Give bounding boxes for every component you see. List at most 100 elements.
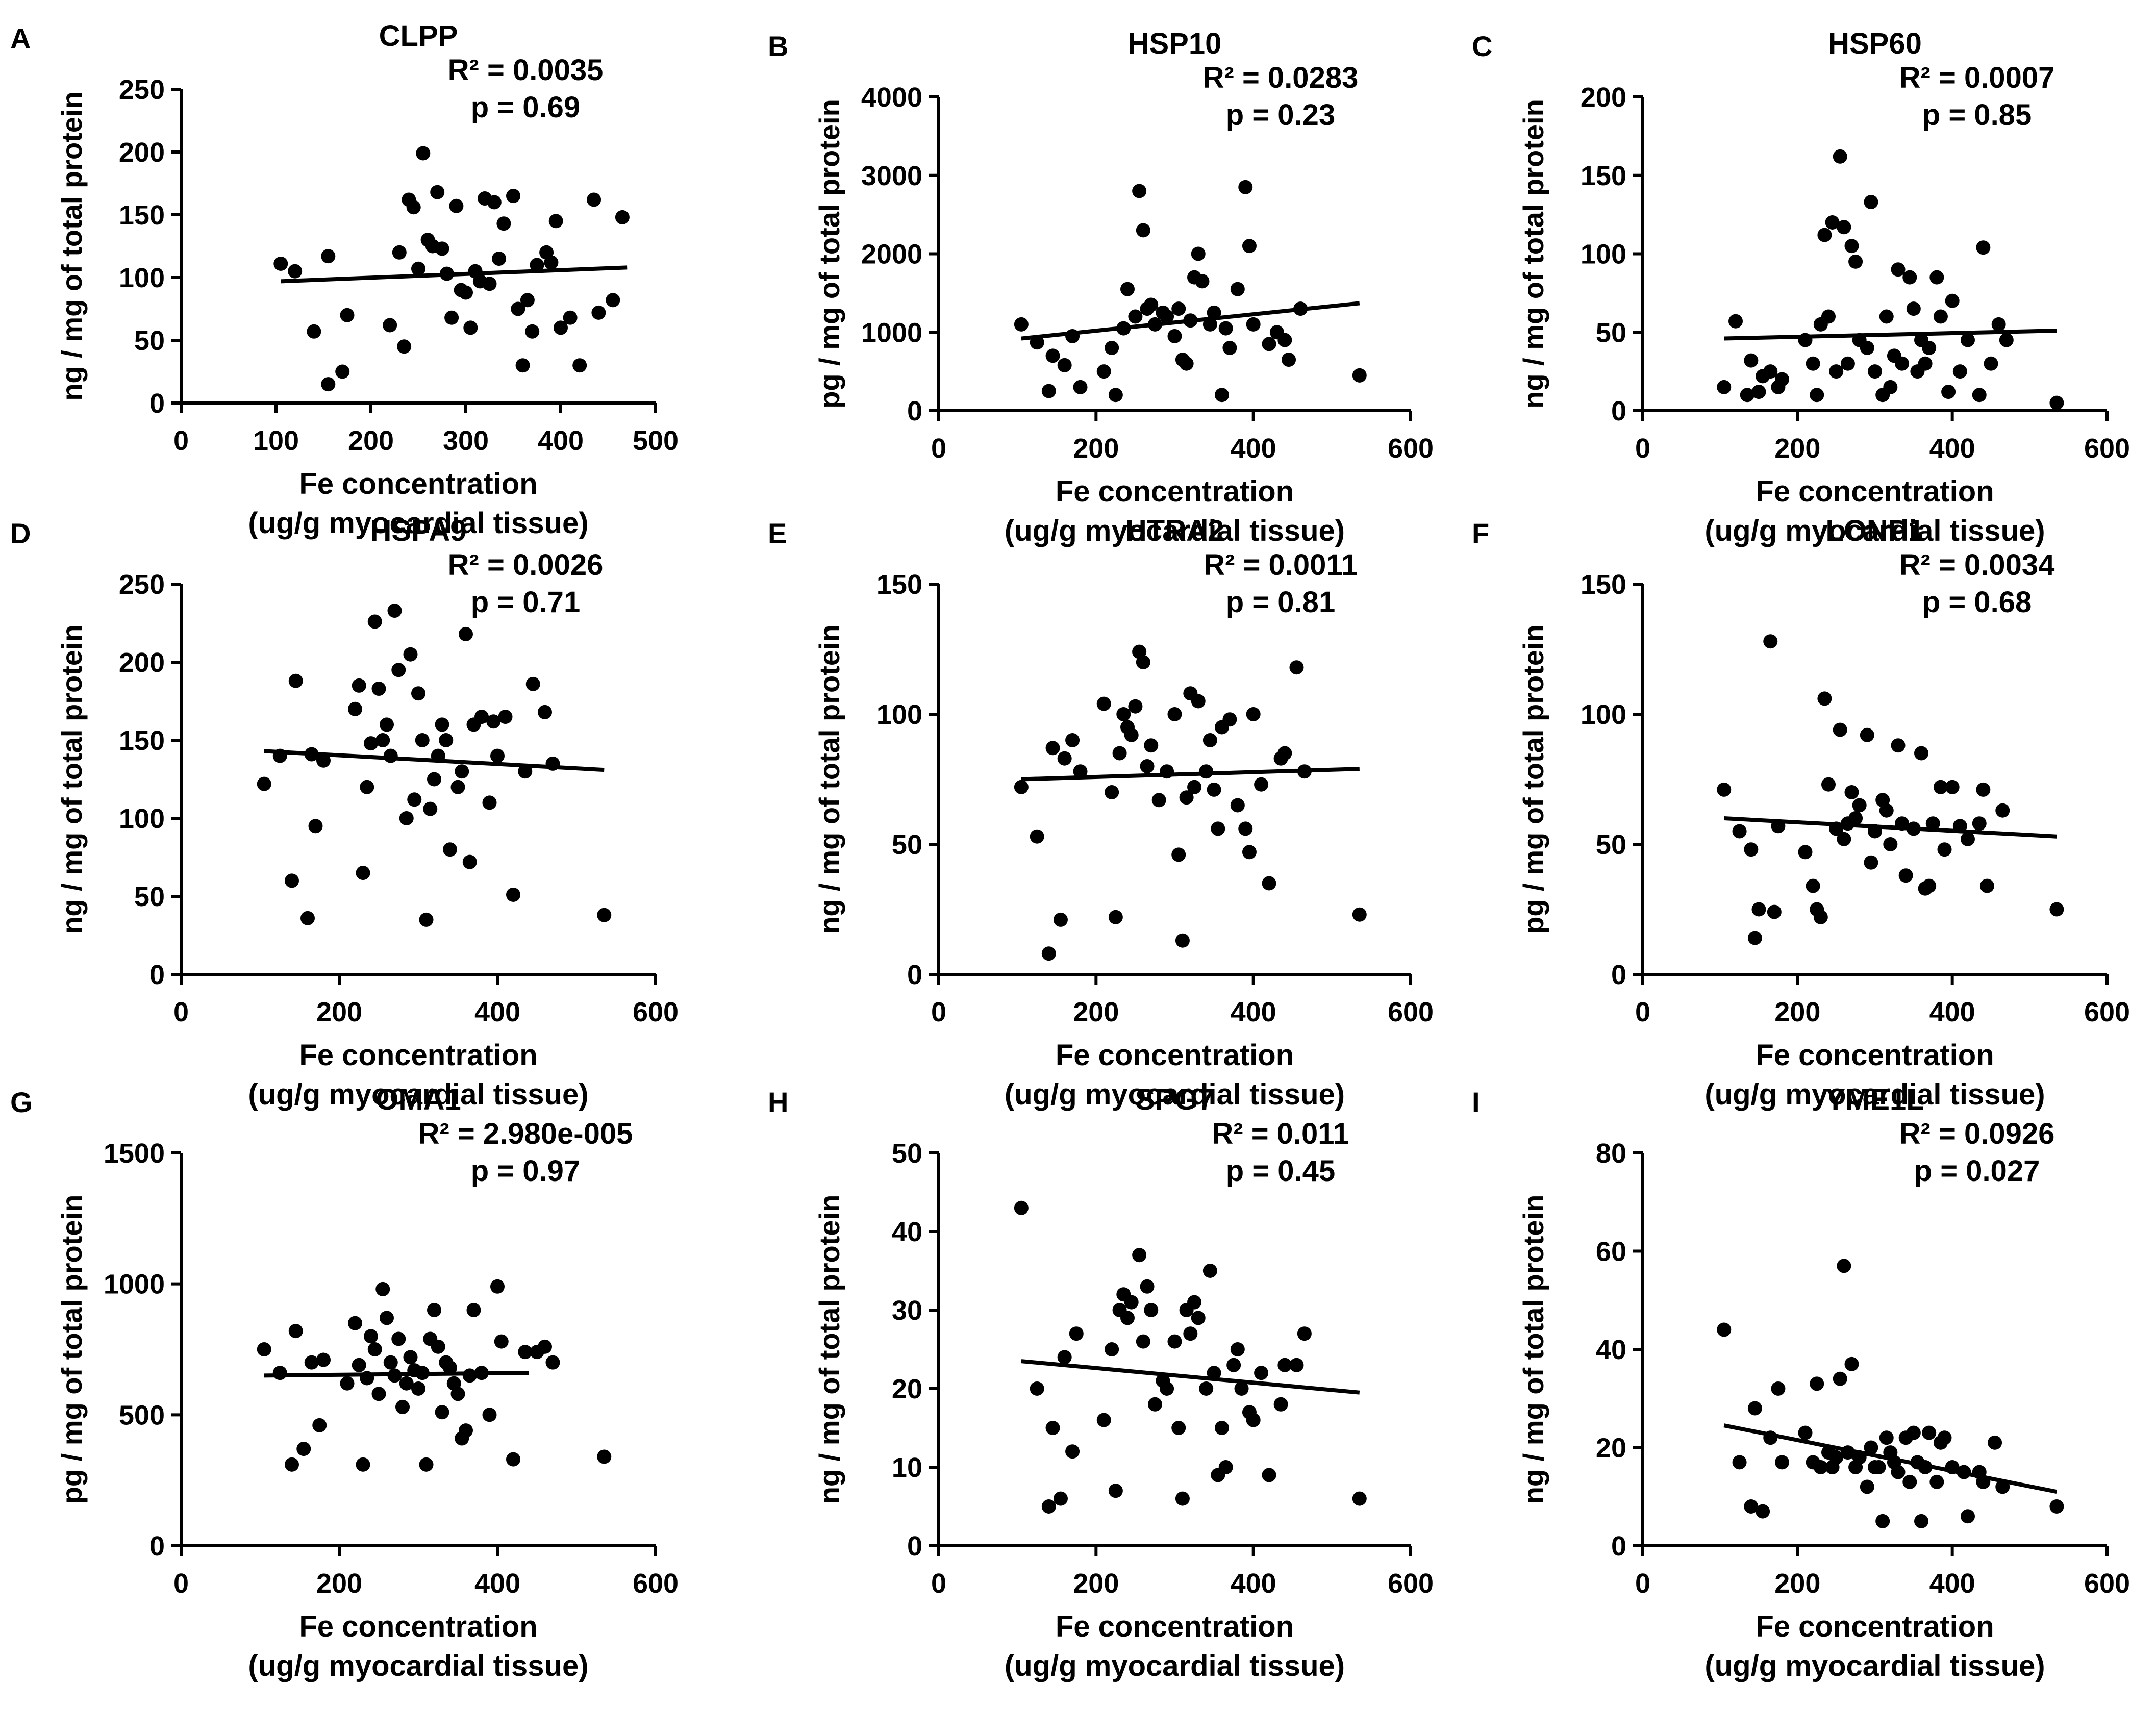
x-axis-label: Fe concentration: [1756, 1610, 1994, 1643]
data-point: [1848, 254, 1863, 269]
x-axis-label-units: (ug/g myocardial tissue): [1005, 1078, 1345, 1111]
data-point: [1277, 333, 1292, 347]
data-point: [387, 604, 402, 618]
data-point: [1914, 746, 1928, 761]
data-point: [450, 780, 465, 794]
y-tick-label: 1000: [104, 1269, 165, 1300]
data-point: [348, 701, 362, 716]
data-point: [1925, 816, 1940, 831]
data-point: [1883, 380, 1898, 394]
data-point: [1151, 793, 1166, 808]
data-point: [1277, 1358, 1292, 1372]
data-point: [419, 912, 434, 927]
p-value-label: p = 0.23: [1226, 98, 1335, 132]
y-axis-label: ng / mg of total protein: [1517, 1195, 1549, 1504]
x-tick-label: 600: [1388, 433, 1434, 464]
data-point: [462, 854, 477, 869]
data-point: [1837, 1259, 1851, 1273]
p-value-label: p = 0.85: [1922, 98, 2032, 132]
data-point: [415, 733, 430, 747]
data-point: [435, 1405, 449, 1420]
data-point: [1747, 931, 1762, 945]
data-point: [1144, 738, 1159, 753]
data-point: [1798, 1425, 1813, 1440]
regression-line: [1723, 1423, 2058, 1494]
data-point: [257, 1342, 271, 1356]
x-tick-label: 200: [1073, 1568, 1119, 1599]
data-point: [1262, 876, 1276, 891]
data-point: [1825, 215, 1840, 230]
data-point: [545, 1355, 560, 1370]
data-point: [380, 1311, 394, 1325]
data-point: [1246, 1413, 1261, 1427]
data-point: [1833, 1371, 1847, 1386]
data-point: [459, 626, 473, 641]
data-point: [1073, 764, 1088, 779]
x-tick-label: 200: [348, 425, 394, 456]
data-point: [348, 1316, 362, 1330]
y-tick-label: 50: [1596, 317, 1626, 348]
y-tick-label: 1500: [104, 1138, 165, 1169]
regression-line: [1724, 329, 2057, 341]
y-tick-label: 0: [1611, 396, 1626, 426]
data-point: [1199, 1381, 1214, 1396]
data-point: [1120, 1311, 1135, 1325]
r-squared-label: R² = 0.0283: [1203, 61, 1359, 94]
data-point: [1175, 933, 1190, 948]
data-point: [1207, 1366, 1221, 1380]
data-point: [1848, 811, 1863, 825]
data-point: [1995, 803, 2010, 818]
data-point: [416, 146, 431, 161]
data-point: [1226, 1358, 1241, 1372]
data-point: [572, 358, 587, 373]
data-point: [1215, 388, 1229, 403]
data-point: [1817, 691, 1832, 706]
chart-title: SPG7: [1135, 1083, 1214, 1116]
data-point: [1246, 317, 1261, 332]
data-point: [340, 1376, 355, 1391]
data-point: [321, 249, 336, 264]
x-tick-label: 400: [1929, 1568, 1975, 1599]
data-point: [506, 887, 520, 902]
regression-line: [1724, 816, 2057, 839]
y-tick-label: 60: [1596, 1237, 1626, 1267]
x-tick-label: 0: [931, 1568, 946, 1599]
data-point: [1282, 353, 1296, 367]
x-tick-label: 400: [538, 425, 584, 456]
y-tick-label: 500: [119, 1400, 165, 1430]
data-point: [1891, 1465, 1906, 1479]
y-tick-label: 100: [876, 699, 922, 730]
x-tick-label: 300: [443, 425, 489, 456]
panel-letter: G: [10, 1086, 33, 1118]
data-point: [1883, 837, 1898, 851]
x-tick-label: 0: [1635, 1568, 1650, 1599]
data-point: [2049, 1499, 2064, 1514]
p-value-label: p = 0.45: [1226, 1154, 1335, 1188]
data-point: [352, 1358, 366, 1372]
y-tick-label: 2000: [861, 239, 922, 270]
data-point: [1045, 348, 1060, 363]
data-point: [430, 185, 445, 199]
data-point: [615, 210, 630, 224]
y-tick-label: 50: [134, 325, 165, 356]
data-point: [1844, 785, 1859, 799]
data-point: [511, 301, 525, 316]
data-point: [1945, 293, 1960, 308]
chart-title: HSP60: [1828, 27, 1922, 60]
x-tick-label: 400: [1231, 997, 1276, 1027]
regression-line: [1021, 1359, 1360, 1395]
data-point: [1821, 309, 1836, 324]
panel-letter: E: [768, 517, 787, 549]
x-tick-label: 200: [1774, 1568, 1820, 1599]
data-point: [383, 318, 397, 333]
data-point: [1238, 821, 1253, 836]
data-point: [1972, 816, 1987, 831]
data-point: [459, 285, 473, 300]
y-tick-label: 20: [1596, 1433, 1626, 1464]
data-point: [1751, 385, 1766, 399]
y-tick-label: 0: [149, 960, 165, 990]
data-point: [1840, 356, 1855, 371]
data-point: [1041, 384, 1056, 398]
